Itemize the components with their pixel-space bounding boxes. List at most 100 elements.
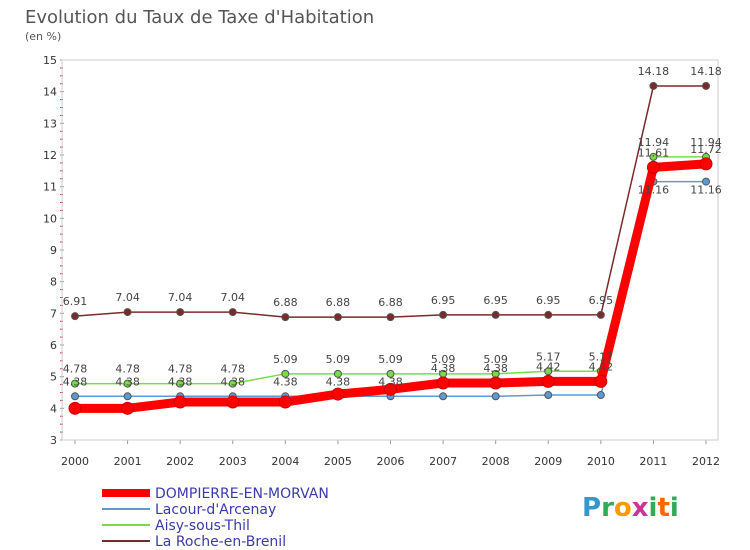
x-tick-label: 2001 [114, 455, 142, 468]
data-label: 6.88 [326, 296, 351, 309]
data-label: 4.78 [115, 363, 140, 376]
data-point [123, 392, 132, 401]
data-point [71, 392, 79, 401]
data-point [281, 313, 290, 322]
data-label: 4.78 [168, 363, 193, 376]
data-point [649, 81, 658, 90]
x-tick-label: 2004 [271, 455, 299, 468]
data-point [278, 395, 292, 409]
y-tick-label: 8 [50, 276, 57, 289]
data-point [544, 310, 553, 319]
data-label: 5.17 [589, 350, 614, 363]
data-point [333, 313, 342, 322]
data-point [489, 376, 503, 390]
data-label: 6.95 [589, 294, 614, 307]
data-point [333, 369, 342, 378]
data-point [646, 160, 660, 174]
chart-subtitle: (en %) [25, 30, 61, 43]
data-label: 11.94 [638, 136, 670, 149]
data-label: 4.38 [221, 375, 246, 388]
x-tick-label: 2010 [587, 455, 615, 468]
data-label: 6.88 [378, 296, 403, 309]
data-label: 4.42 [536, 360, 561, 373]
data-point [123, 379, 132, 388]
y-tick-label: 12 [43, 149, 57, 162]
y-tick-label: 6 [50, 339, 57, 352]
x-tick-label: 2011 [639, 455, 667, 468]
data-label: 5.09 [273, 353, 298, 366]
x-tick-label: 2003 [219, 455, 247, 468]
x-tick-label: 2006 [377, 455, 405, 468]
logo-letter: o [614, 493, 632, 523]
data-label: 5.09 [326, 353, 351, 366]
y-tick-label: 11 [43, 181, 57, 194]
data-point [71, 312, 79, 321]
logo-letter: x [632, 493, 649, 523]
logo-letter: t [657, 493, 669, 523]
data-point [436, 376, 450, 390]
data-label: 4.38 [273, 375, 298, 388]
x-tick-label: 2008 [482, 455, 510, 468]
data-point [121, 401, 135, 415]
data-label: 4.78 [221, 363, 246, 376]
data-point [173, 395, 187, 409]
data-label: 6.95 [536, 294, 561, 307]
data-point [68, 401, 82, 415]
data-point [439, 392, 448, 401]
data-label: 11.16 [690, 184, 722, 197]
data-point [176, 308, 185, 317]
y-tick-label: 4 [50, 402, 57, 415]
data-label: 11.61 [638, 146, 670, 159]
data-point [596, 310, 605, 319]
logo-letter: i [649, 493, 658, 523]
logo-letter: r [601, 493, 614, 523]
data-point [702, 177, 710, 186]
proxiti-logo: Proxiti [582, 493, 679, 523]
data-label: 6.91 [63, 295, 88, 308]
data-label: 6.95 [431, 294, 456, 307]
legend-label: Lacour-d'Arcenay [155, 502, 276, 518]
data-label: 11.94 [690, 136, 722, 149]
data-point [386, 369, 395, 378]
data-point [386, 313, 395, 322]
data-point [594, 374, 608, 388]
legend-label: La Roche-en-Brenil [155, 534, 286, 550]
data-point [176, 379, 185, 388]
plot-frame [61, 59, 719, 441]
data-point [491, 392, 500, 401]
chart-title: Evolution du Taux de Taxe d'Habitation [25, 7, 374, 28]
data-point [331, 387, 345, 401]
y-tick-label: 7 [50, 307, 57, 320]
data-point [541, 374, 555, 388]
y-tick-label: 3 [50, 434, 57, 447]
data-point [649, 152, 658, 161]
data-label: 11.72 [690, 143, 722, 156]
data-label: 4.38 [378, 375, 403, 388]
data-label: 6.95 [483, 294, 508, 307]
data-label: 4.38 [63, 375, 88, 388]
data-label: 14.18 [690, 65, 722, 78]
y-tick-label: 5 [50, 371, 57, 384]
data-point [439, 310, 448, 319]
y-tick-label: 9 [50, 244, 57, 257]
data-point [281, 369, 290, 378]
data-point [226, 395, 240, 409]
logo-letter: i [670, 493, 679, 523]
proxiti-logo-text: Proxiti [582, 493, 679, 523]
data-point [596, 391, 605, 400]
x-tick-label: 2000 [61, 455, 89, 468]
legend-label: DOMPIERRE-EN-MORVAN [155, 486, 329, 502]
y-tick-label: 14 [43, 86, 57, 99]
data-label: 7.04 [221, 291, 246, 304]
legend-label: Aisy-sous-Thil [155, 518, 250, 534]
data-label: 5.17 [536, 350, 561, 363]
data-point [228, 379, 237, 388]
x-tick-label: 2007 [429, 455, 457, 468]
data-label: 14.18 [638, 65, 670, 78]
logo-letter: P [582, 493, 601, 523]
data-point [228, 308, 237, 317]
data-label: 11.16 [638, 184, 670, 197]
data-point [123, 308, 132, 317]
